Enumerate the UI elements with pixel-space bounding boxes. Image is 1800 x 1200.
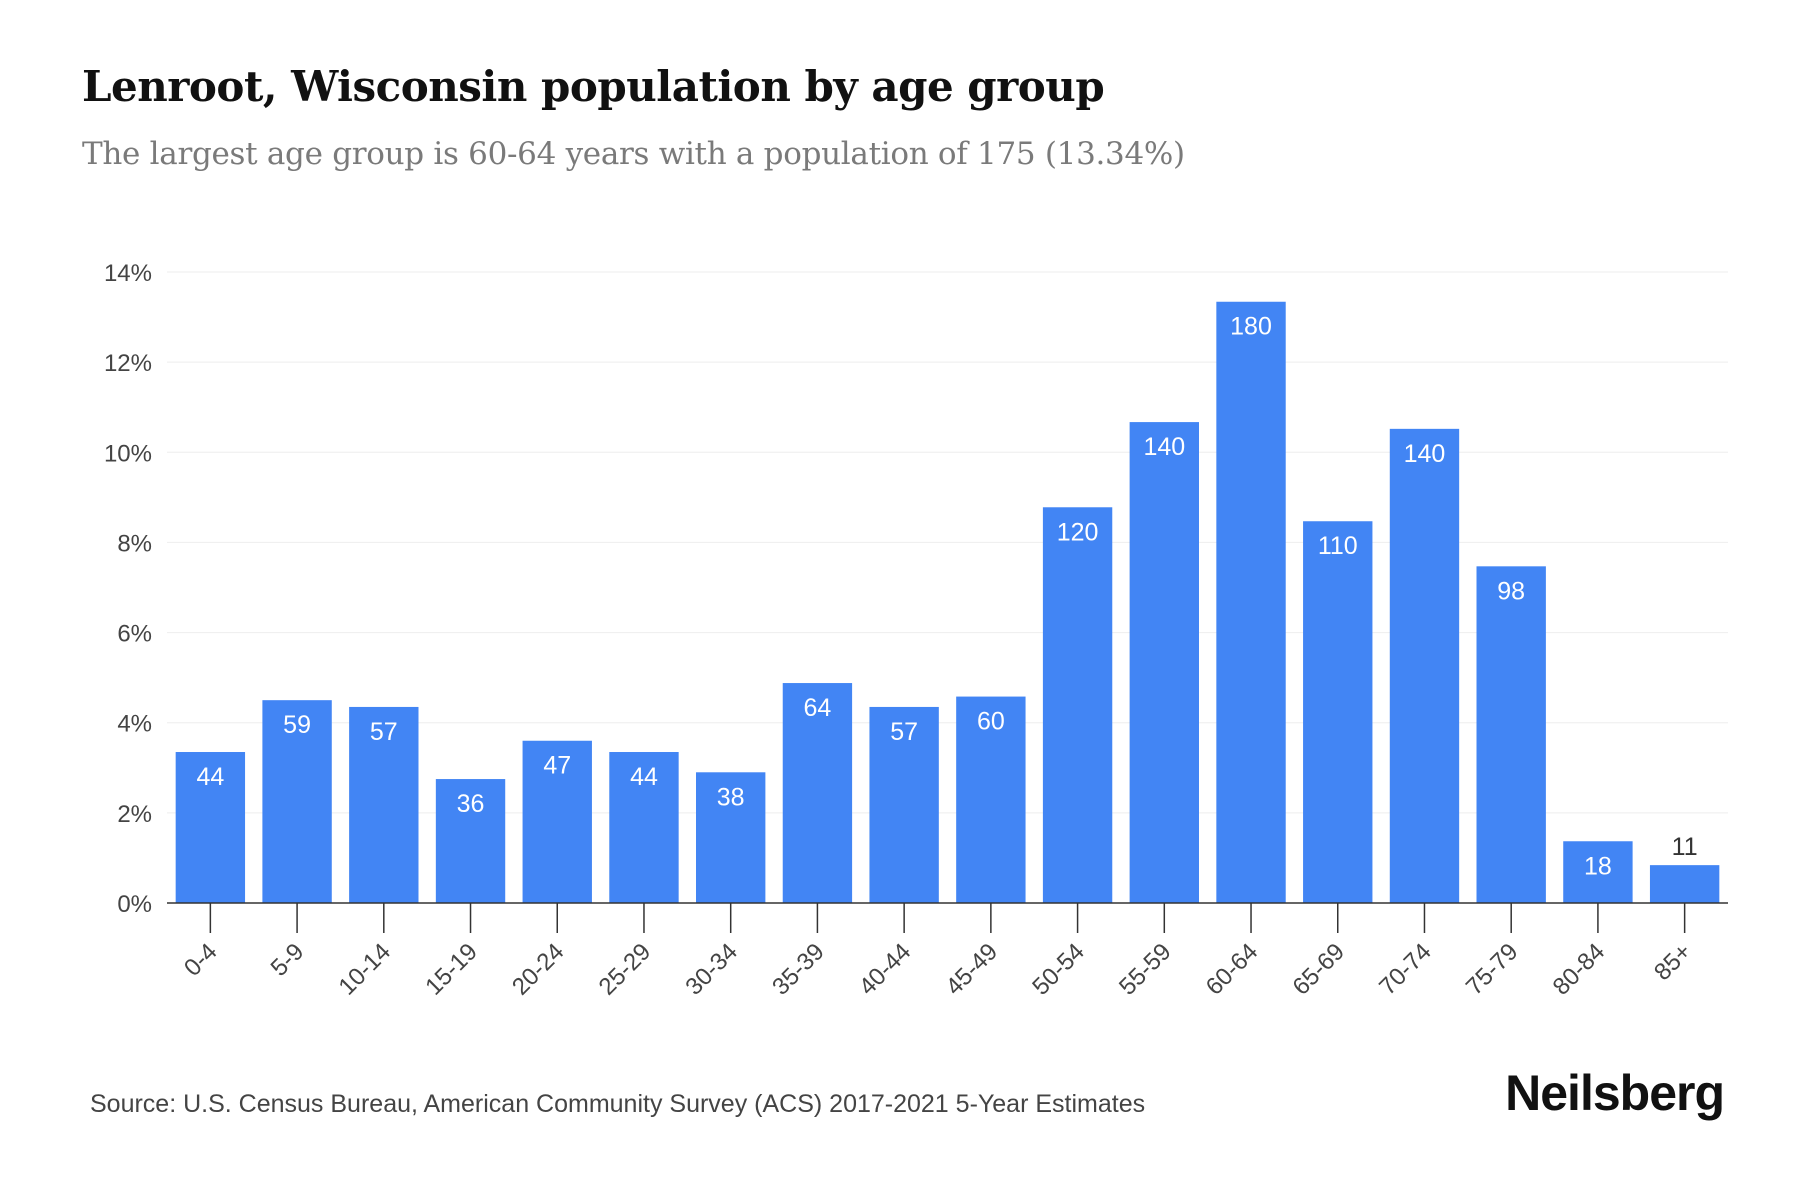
x-tick-label: 25-29 <box>594 938 657 1001</box>
bar-10-14 <box>349 706 419 903</box>
x-axis-ticks: 0-4 5-9 10-14 15-19 20-24 25-29 30-34 35-39 40-4… <box>179 903 1697 1001</box>
bar-75-79 <box>1476 566 1546 903</box>
bar-45-49 <box>956 696 1026 903</box>
data-label: 57 <box>890 718 918 746</box>
bar-55-59 <box>1129 422 1199 903</box>
data-label: 38 <box>717 783 745 811</box>
bar-70-74 <box>1389 428 1460 903</box>
data-labels: 44 59 57 36 47 44 38 64 57 60 120 140 180 110 140 98 18 1… <box>196 313 1697 881</box>
x-tick-label: 50-54 <box>1027 938 1090 1001</box>
x-tick-label: 10-14 <box>334 938 397 1001</box>
data-label: 44 <box>196 763 224 791</box>
x-tick-label: 65-69 <box>1287 938 1350 1001</box>
x-tick-label: 75-79 <box>1461 938 1524 1001</box>
x-tick-label: 20-24 <box>507 938 570 1001</box>
bar-5-9 <box>262 700 332 903</box>
x-tick-label: 0-4 <box>179 938 223 982</box>
bar-60-64 <box>1216 301 1286 903</box>
y-tick-label: 6% <box>117 621 152 648</box>
x-tick-label: 35-39 <box>767 938 830 1001</box>
bars <box>175 301 1720 903</box>
bar-15-19 <box>435 779 506 903</box>
chart-subtitle: The largest age group is 60-64 years wit… <box>82 136 1185 172</box>
data-label: 36 <box>457 790 485 818</box>
data-label: 120 <box>1057 518 1099 546</box>
bar-chart: 0% 2% 4% 6% 8% 10% 12% 14% 44 59 57 36 47 44 38 64 57 60… <box>104 260 1728 1001</box>
data-label: 64 <box>804 694 832 722</box>
bar-85+ <box>1649 865 1720 903</box>
bar-25-29 <box>609 752 679 903</box>
bar-0-4 <box>175 752 246 903</box>
x-tick-label: 60-64 <box>1201 938 1264 1001</box>
data-label: 47 <box>543 752 571 780</box>
data-label: 44 <box>630 763 658 791</box>
bar-80-84 <box>1563 841 1633 903</box>
bar-50-54 <box>1042 507 1113 903</box>
bar-20-24 <box>522 740 592 903</box>
x-tick-label: 40-44 <box>854 938 917 1001</box>
y-tick-label: 0% <box>117 891 152 918</box>
y-tick-label: 14% <box>104 260 152 287</box>
data-label: 140 <box>1143 433 1185 461</box>
data-label: 140 <box>1404 440 1446 468</box>
data-label: 98 <box>1497 577 1525 605</box>
y-tick-label: 4% <box>117 711 152 738</box>
data-label: 180 <box>1230 313 1272 341</box>
x-tick-label: 85+ <box>1649 938 1697 986</box>
x-tick-label: 5-9 <box>266 938 310 982</box>
y-tick-label: 10% <box>104 440 152 467</box>
bar-65-69 <box>1303 521 1373 903</box>
data-label: 60 <box>977 708 1005 736</box>
data-label: 18 <box>1584 852 1612 880</box>
y-axis-ticks: 0% 2% 4% 6% 8% 10% 12% 14% <box>104 260 152 918</box>
x-tick-label: 30-34 <box>680 938 743 1001</box>
data-label: 11 <box>1672 833 1698 861</box>
bar-35-39 <box>782 683 853 903</box>
x-tick-label: 15-19 <box>420 938 483 1001</box>
brand-logo: Neilsberg <box>1505 1065 1725 1121</box>
x-tick-label: 80-84 <box>1548 938 1611 1001</box>
x-tick-label: 45-49 <box>941 938 1004 1001</box>
y-tick-label: 12% <box>104 350 152 377</box>
data-label: 110 <box>1318 532 1358 560</box>
bar-30-34 <box>696 772 766 903</box>
y-tick-label: 8% <box>117 530 152 557</box>
x-tick-label: 55-59 <box>1114 938 1177 1001</box>
chart-title: Lenroot, Wisconsin population by age gro… <box>82 62 1105 111</box>
data-label: 57 <box>370 718 398 746</box>
bar-40-44 <box>869 706 939 903</box>
x-tick-label: 70-74 <box>1374 938 1437 1001</box>
grid-lines <box>167 271 1728 814</box>
source-note: Source: U.S. Census Bureau, American Com… <box>90 1090 1146 1118</box>
data-label: 59 <box>283 711 311 739</box>
y-tick-label: 2% <box>117 801 152 828</box>
